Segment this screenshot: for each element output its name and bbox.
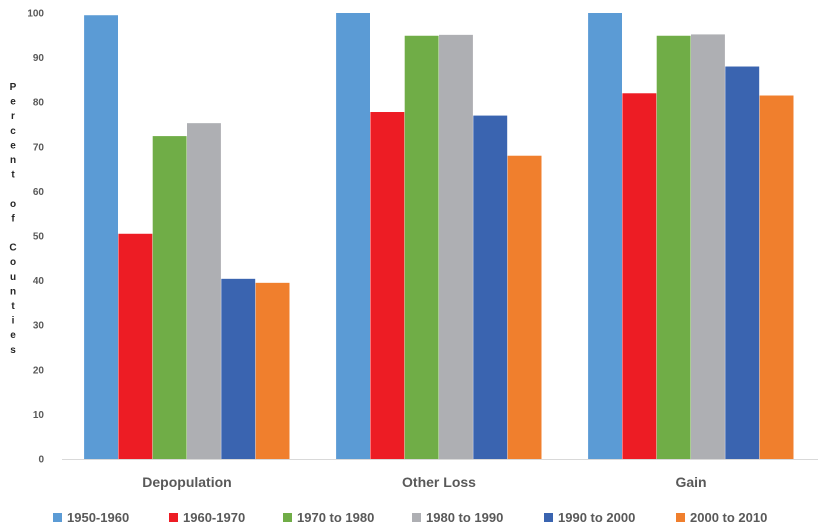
category-label: Gain [675, 474, 706, 490]
legend-label: 2000 to 2010 [690, 510, 767, 525]
legend-swatch [544, 513, 553, 522]
bar [622, 93, 657, 459]
legend-swatch [283, 513, 292, 522]
y-tick-label: 100 [27, 9, 44, 20]
bar [187, 123, 221, 459]
bar [439, 34, 473, 459]
y-tick-label: 40 [33, 276, 45, 287]
y-tick-label: 30 [33, 321, 45, 332]
y-tick-label: 10 [33, 410, 45, 421]
legend: 1950-1960 1960-1970 1970 to 1980 1980 to 19… [53, 510, 767, 525]
bar [759, 95, 794, 459]
legend-swatch [53, 513, 62, 522]
x-axis-categories: Depopulation Other Loss Gain [142, 474, 706, 490]
bar [656, 35, 691, 459]
bar [473, 115, 508, 459]
legend-label: 1980 to 1990 [426, 510, 503, 525]
bar [221, 278, 256, 459]
bars [84, 13, 794, 460]
legend-swatch [169, 513, 178, 522]
legend-label: 1950-1960 [67, 510, 129, 525]
legend-swatch [412, 513, 421, 522]
bar [336, 13, 370, 459]
legend-item: 1990 to 2000 [544, 510, 635, 525]
legend-swatch [676, 513, 685, 522]
legend-item: 1970 to 1980 [283, 510, 374, 525]
y-tick-label: 70 [33, 142, 45, 153]
legend-label: 1990 to 2000 [558, 510, 635, 525]
y-tick-label: 90 [33, 53, 45, 64]
y-tick-label: 60 [33, 187, 45, 198]
bar [588, 13, 622, 459]
bar [370, 112, 405, 459]
bar [507, 155, 542, 459]
bar [404, 35, 439, 459]
legend-item: 2000 to 2010 [676, 510, 767, 525]
y-axis-ticks: 0 10 20 30 40 50 60 70 80 90 100 [27, 9, 44, 466]
legend-item: 1960-1970 [169, 510, 245, 525]
category-label: Other Loss [402, 474, 476, 490]
category-label: Depopulation [142, 474, 231, 490]
y-tick-label: 20 [33, 365, 45, 376]
bar [691, 34, 725, 459]
bar [84, 15, 118, 459]
bar [725, 66, 760, 460]
legend-label: 1970 to 1980 [297, 510, 374, 525]
legend-item: 1980 to 1990 [412, 510, 503, 525]
bar [152, 136, 187, 459]
bar [255, 282, 290, 459]
legend-item: 1950-1960 [53, 510, 129, 525]
y-tick-label: 0 [38, 455, 44, 466]
bar [118, 233, 153, 459]
y-tick-label: 50 [33, 232, 45, 243]
y-tick-label: 80 [33, 98, 45, 109]
legend-label: 1960-1970 [183, 510, 245, 525]
